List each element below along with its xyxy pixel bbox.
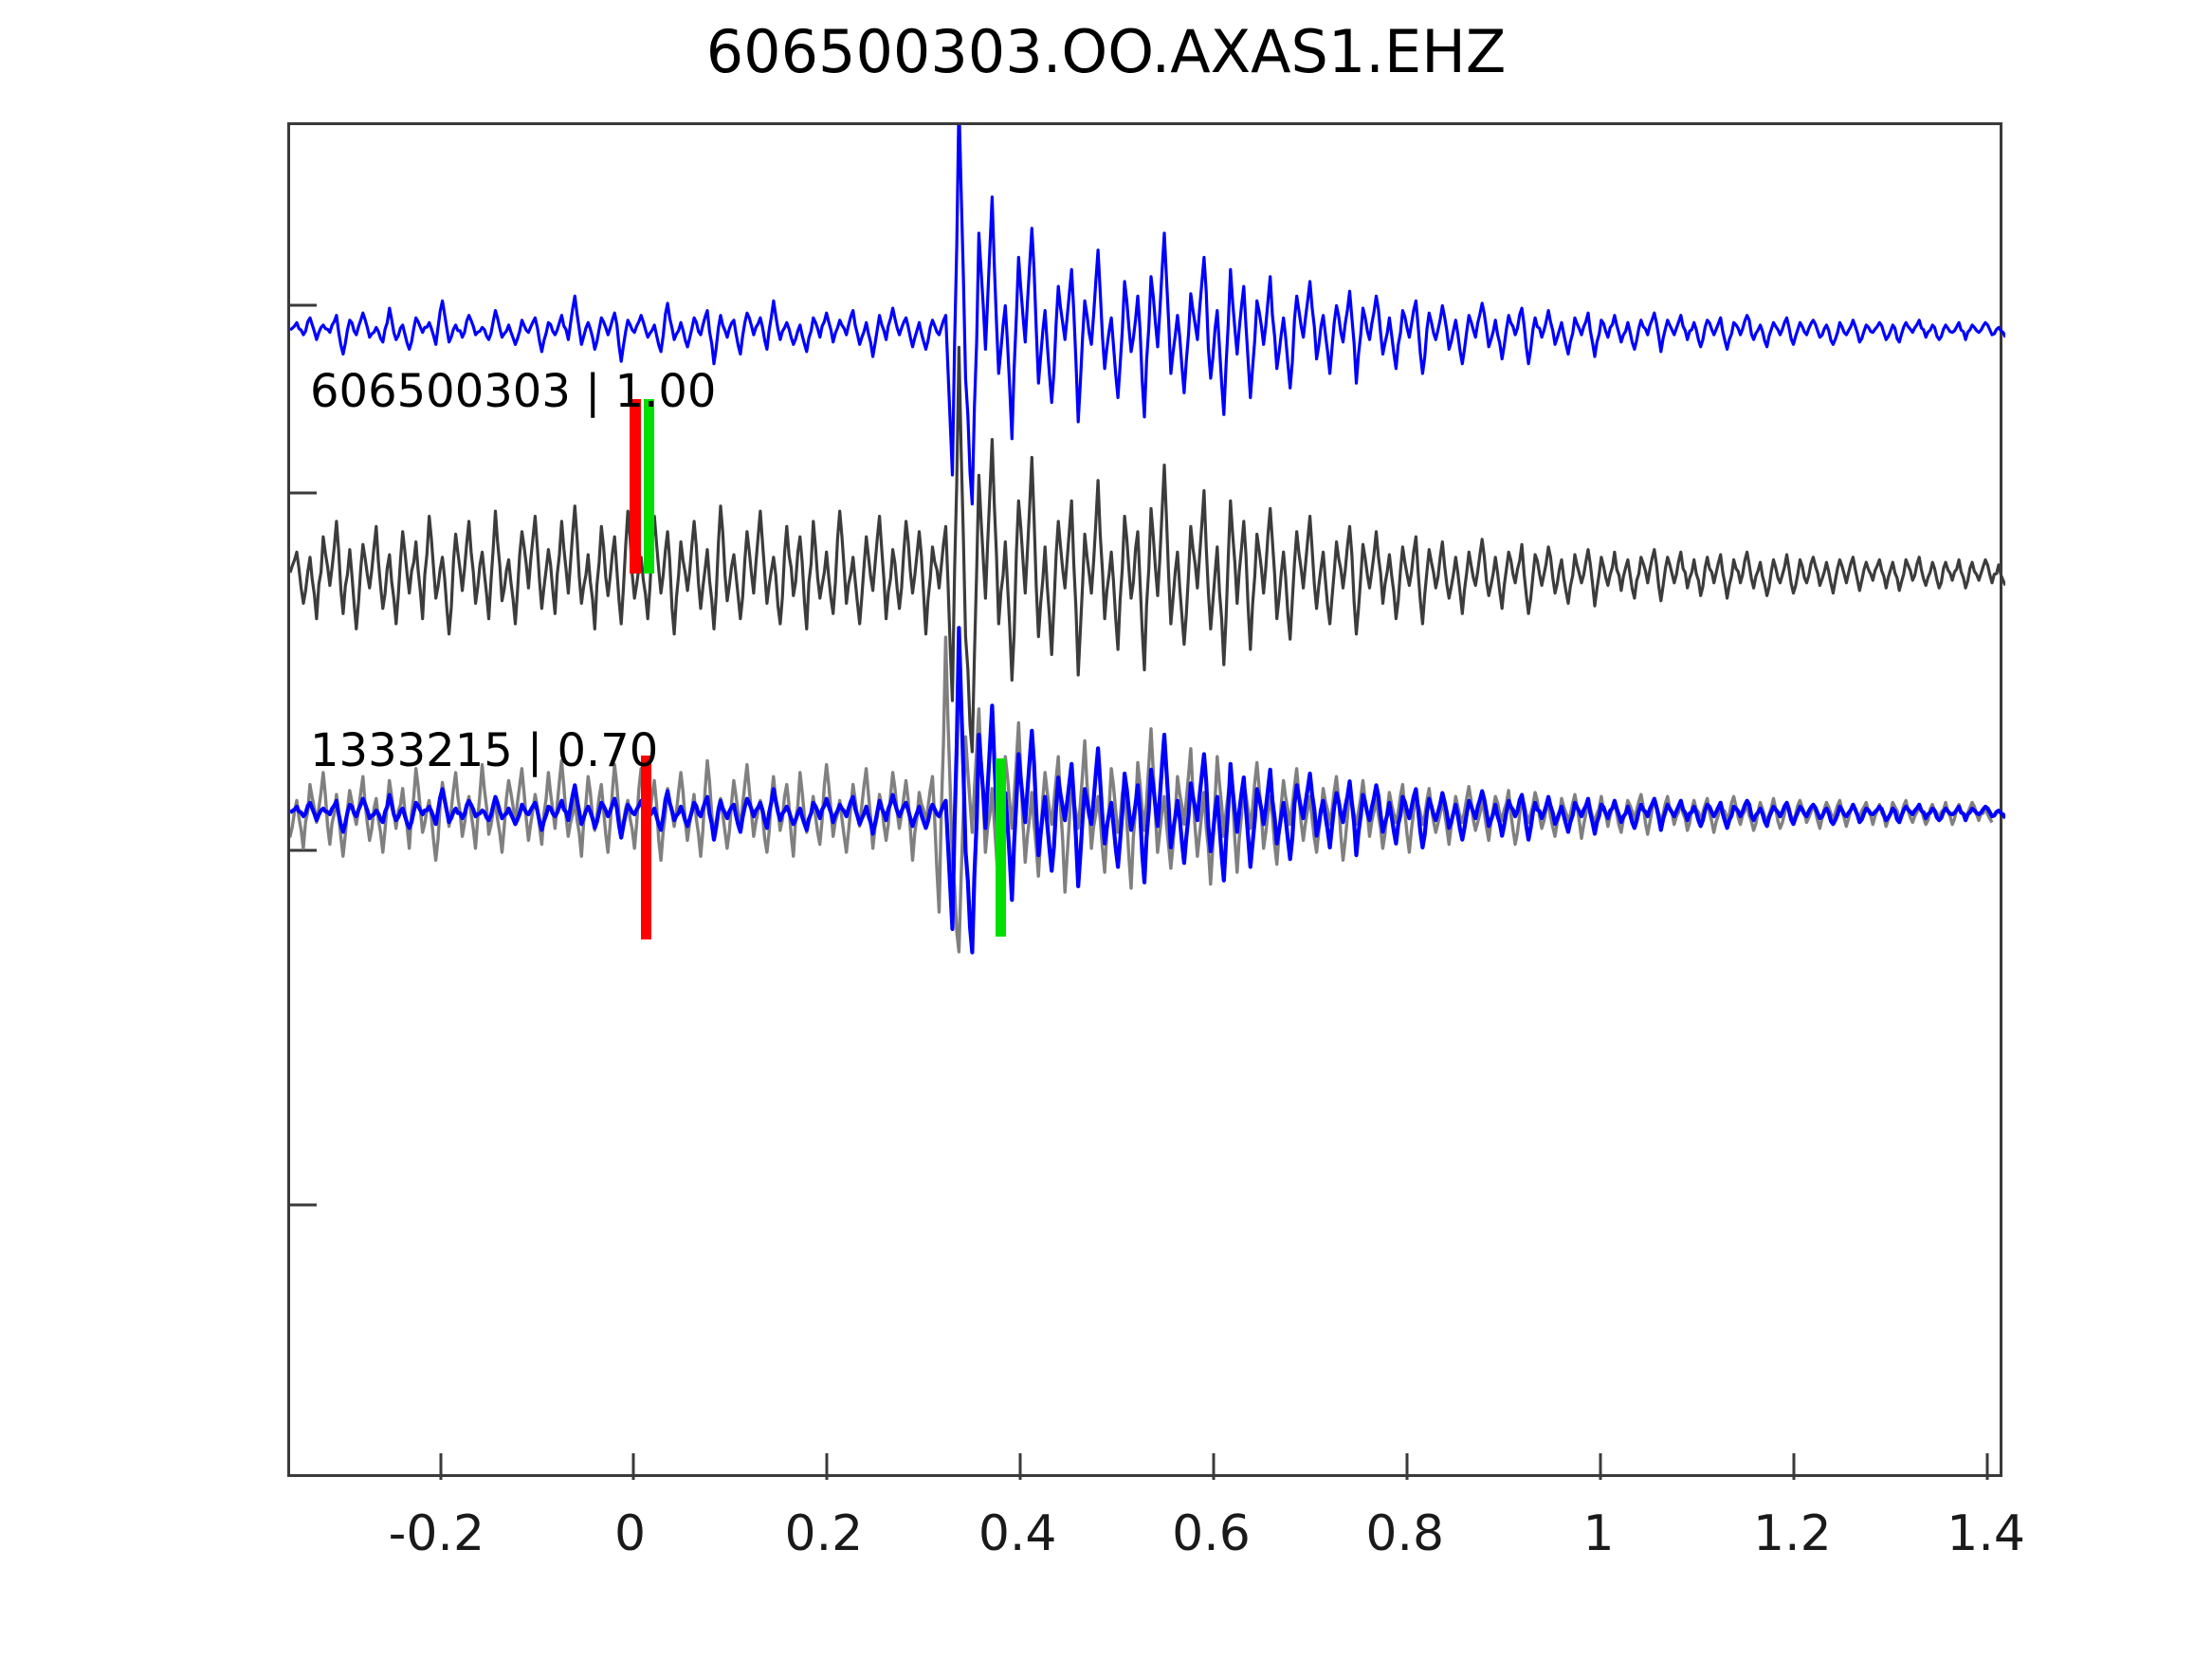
- waveform-overlay-blue: [290, 626, 2005, 955]
- plot-area: [287, 122, 2005, 1480]
- p-pick-marker-trace-1: [630, 399, 641, 574]
- waveform-trace-2: [290, 345, 2005, 754]
- trace-label-1: 606500303 | 1.00: [310, 365, 717, 418]
- waveform-trace-1: [290, 125, 2005, 506]
- p-pick-marker-trace-2: [641, 756, 651, 939]
- x-tick-label-3: 0.4: [978, 1505, 1057, 1562]
- page-title: 606500303.OO.AXAS1.EHZ: [705, 17, 1507, 86]
- x-tick-label-1: 0: [614, 1505, 647, 1562]
- x-tick-label-6: 1: [1582, 1505, 1615, 1562]
- s-pick-marker-trace-1: [644, 399, 654, 574]
- x-tick-label-7: 1.2: [1752, 1505, 1832, 1562]
- x-axis-ticks: [439, 1453, 1989, 1480]
- waveform-overlay-gray: [290, 635, 1994, 954]
- trace-label-2: 1333215 | 0.70: [310, 724, 659, 777]
- x-tick-label-5: 0.8: [1365, 1505, 1445, 1562]
- x-tick-label-4: 0.6: [1172, 1505, 1251, 1562]
- x-tick-label-8: 1.4: [1947, 1505, 2025, 1562]
- x-tick-label-0: -0.2: [388, 1505, 485, 1562]
- y-axis-ticks: [290, 303, 317, 1207]
- x-tick-label-2: 0.2: [784, 1505, 864, 1562]
- waveform-canvas: [290, 125, 2005, 1480]
- s-pick-marker-trace-2: [996, 758, 1006, 937]
